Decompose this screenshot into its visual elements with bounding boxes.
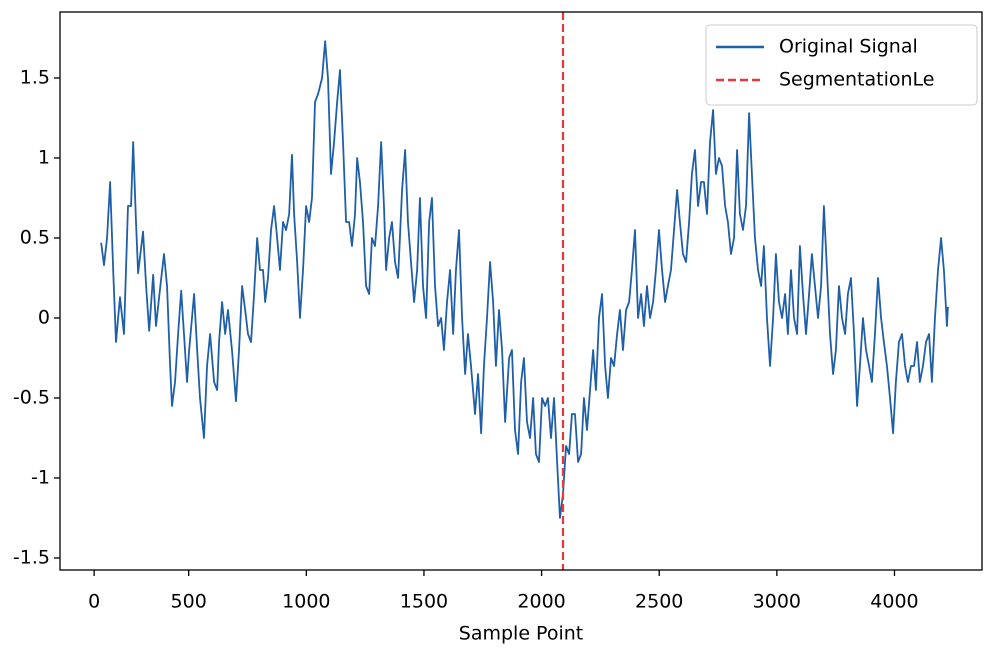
x-tick-label: 500 — [171, 591, 207, 613]
legend-label: SegmentationLe — [779, 69, 934, 91]
signal-line — [100, 40, 949, 519]
y-tick-label: 1.5 — [20, 67, 50, 89]
x-tick-label: 3000 — [753, 591, 801, 613]
legend-label: Original Signal — [779, 36, 918, 58]
x-tick-label: 2000 — [517, 591, 565, 613]
y-tick-label: -1 — [31, 467, 50, 489]
x-tick-label: 2500 — [635, 591, 683, 613]
y-tick-label: 0.5 — [20, 227, 50, 249]
x-tick-label: 1000 — [282, 591, 330, 613]
legend-box — [705, 24, 978, 106]
x-axis-label: Sample Point — [459, 623, 583, 645]
x-tick-label: 1500 — [400, 591, 448, 613]
y-tick-label: 0 — [38, 307, 50, 329]
x-tick-label: 0 — [88, 591, 100, 613]
y-tick-label: 1 — [38, 147, 50, 169]
y-tick-label: -1.5 — [13, 547, 50, 569]
plot-frame — [59, 11, 983, 571]
y-tick-label: -0.5 — [13, 387, 50, 409]
x-tick-label: 4000 — [870, 591, 918, 613]
